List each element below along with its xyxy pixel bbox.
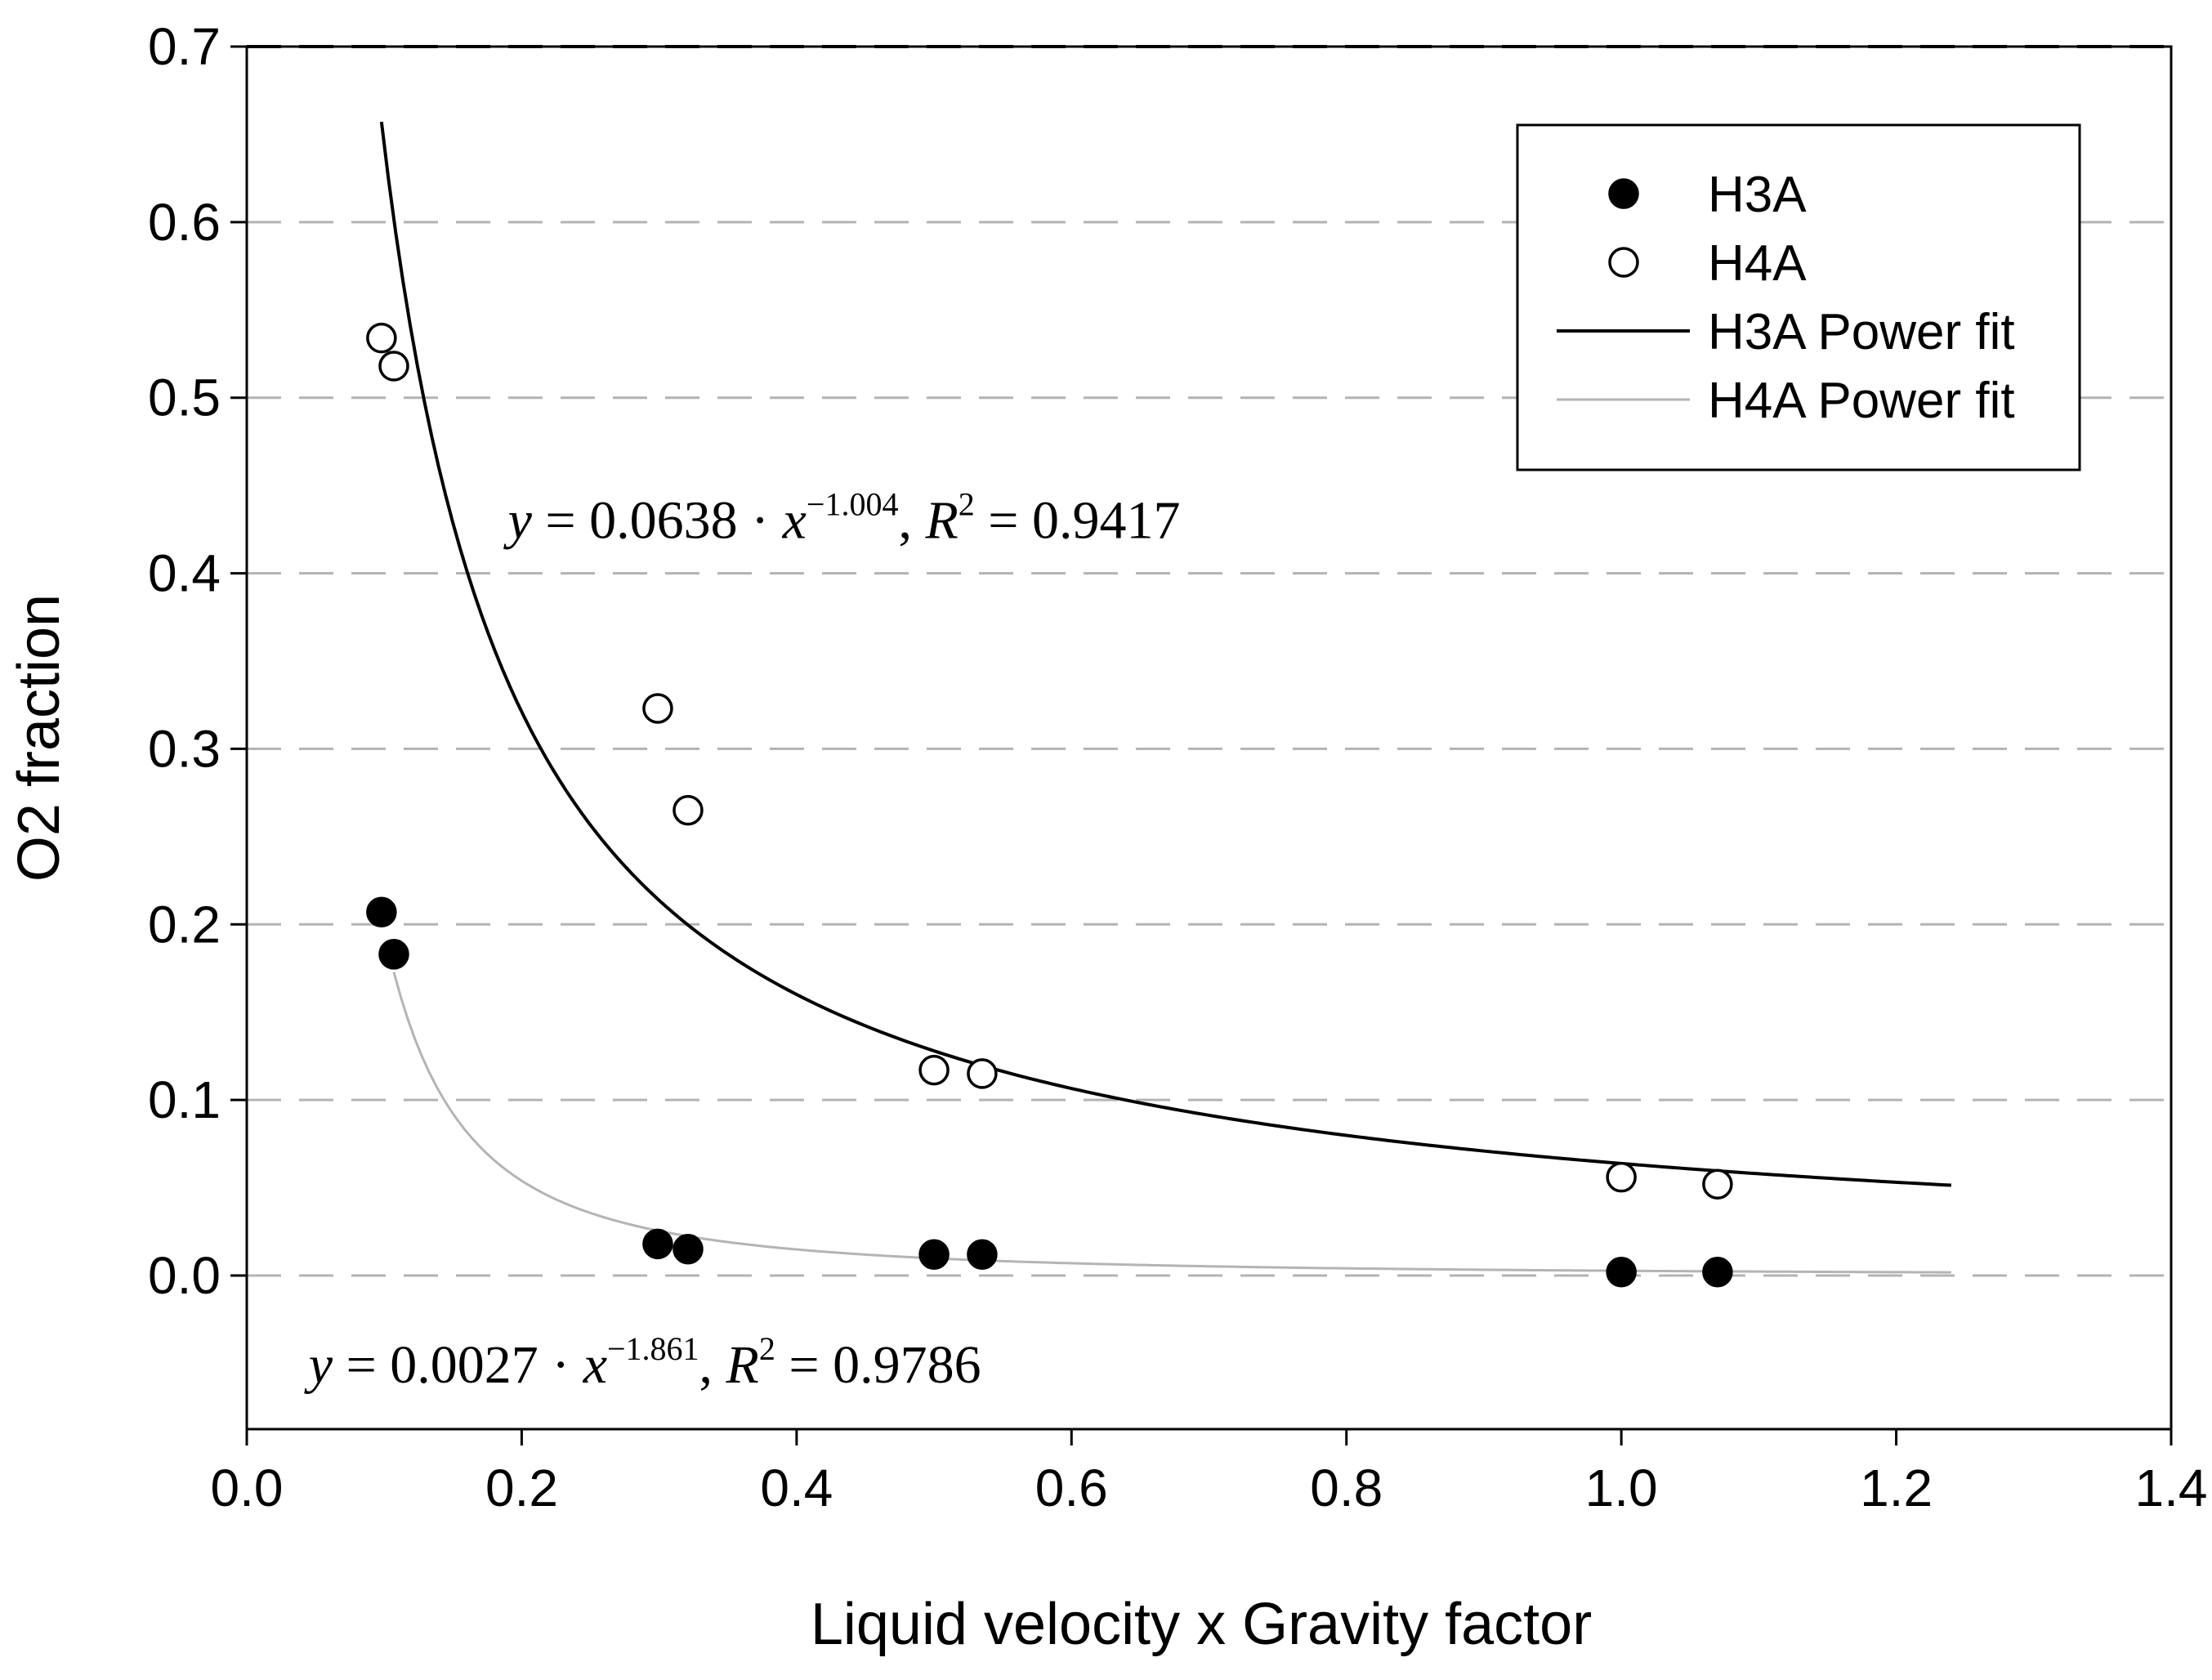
- fit-curve-h3a-power-fit: [379, 121, 1951, 1187]
- y-tick-label-0.5: 0.5: [148, 369, 221, 427]
- x-tick-label-1.0: 1.0: [1585, 1459, 1658, 1517]
- y-tick-label-0.2: 0.2: [148, 895, 221, 954]
- annotation-eq-upper-part-1: = 0.0638 ·: [532, 491, 783, 551]
- annotation-eq-upper-part-2: x: [782, 491, 807, 551]
- data-points: [366, 322, 1733, 1288]
- legend-label-h3a-power-fit: H3A Power fit: [1708, 304, 2015, 360]
- annotation-eq-lower-part-7: = 0.9786: [775, 1335, 981, 1395]
- point-h3a-6: [1606, 1256, 1637, 1288]
- point-h4a-0: [366, 322, 397, 354]
- x-axis-title: Liquid velocity x Gravity factor: [811, 1592, 1592, 1657]
- point-h4a-6: [1606, 1161, 1637, 1193]
- legend: H3A H4A H3A Power fit H4A Power fit: [1516, 123, 2081, 471]
- point-h4a-1: [378, 351, 409, 382]
- annotation-eq-upper-part-7: = 0.9417: [975, 491, 1181, 551]
- annotation-eq-upper-part-3: −1.004: [807, 486, 899, 523]
- y-tick-label-0.4: 0.4: [148, 544, 221, 603]
- annotation-eq-lower-part-0: y: [304, 1335, 333, 1395]
- annotation-eq-lower-part-1: = 0.0027 ·: [333, 1335, 583, 1395]
- annotation-eq-upper-part-6: 2: [959, 486, 975, 523]
- y-tick-label-0.1: 0.1: [148, 1070, 221, 1129]
- y-axis-title: O2 fraction: [7, 594, 72, 882]
- plot-frame: [245, 45, 2173, 1431]
- point-h3a-0: [366, 896, 397, 927]
- annotation-eq-lower-part-6: 2: [759, 1330, 775, 1367]
- annotation-eq-lower-part-2: x: [583, 1335, 607, 1395]
- point-h3a-4: [918, 1239, 950, 1270]
- annotation-eq-lower-part-5: R: [726, 1335, 759, 1395]
- annotation-eq-lower-part-4: ,: [699, 1335, 726, 1395]
- point-h3a-7: [1702, 1256, 1733, 1288]
- y-tick-label-0.6: 0.6: [148, 193, 221, 252]
- point-h3a-5: [967, 1239, 998, 1270]
- y-tick-label-0.0: 0.0: [148, 1246, 221, 1305]
- legend-marker-h3a: [1608, 178, 1639, 209]
- legend-box: [1516, 123, 2081, 471]
- point-h3a-3: [673, 1234, 704, 1265]
- point-h4a-2: [642, 693, 673, 724]
- x-tick-label-0.4: 0.4: [760, 1459, 833, 1517]
- axis-ticks: 0.0 0.2 0.4 0.6 0.8 1.0 1.2 1.4 0.0 0.1 0.2 0.3 0.4 0…: [148, 17, 2207, 1517]
- legend-label-h4a: H4A: [1708, 235, 1807, 292]
- point-h4a-7: [1702, 1168, 1733, 1200]
- point-h3a-1: [378, 939, 409, 970]
- y-tick-label-0.3: 0.3: [148, 719, 221, 778]
- point-h3a-2: [642, 1228, 673, 1260]
- x-tick-label-1.2: 1.2: [1860, 1459, 1933, 1517]
- annotation-eq-upper-part-4: ,: [898, 491, 925, 551]
- point-h4a-4: [918, 1054, 950, 1086]
- x-tick-label-0.0: 0.0: [211, 1459, 284, 1517]
- x-tick-label-0.8: 0.8: [1310, 1459, 1383, 1517]
- x-tick-label-0.2: 0.2: [485, 1459, 558, 1517]
- x-tick-label-1.4: 1.4: [2135, 1459, 2208, 1517]
- point-h4a-3: [673, 794, 704, 826]
- x-tick-label-0.6: 0.6: [1035, 1459, 1108, 1517]
- legend-label-h4a-power-fit: H4A Power fit: [1708, 373, 2015, 429]
- annotation-eq-lower: y = 0.0027 · x−1.861, R2 = 0.9786: [304, 1330, 981, 1395]
- point-h4a-5: [967, 1058, 998, 1089]
- annotation-eq-upper-part-5: R: [924, 491, 958, 551]
- legend-label-h3a: H3A: [1708, 167, 1807, 223]
- legend-marker-h4a: [1608, 247, 1639, 278]
- annotation-eq-upper: y = 0.0638 · x−1.004, R2 = 0.9417: [503, 486, 1181, 551]
- annotation-eq-upper-part-0: y: [503, 491, 533, 551]
- annotation-eq-lower-part-3: −1.861: [607, 1330, 699, 1367]
- y-tick-label-0.7: 0.7: [148, 17, 221, 76]
